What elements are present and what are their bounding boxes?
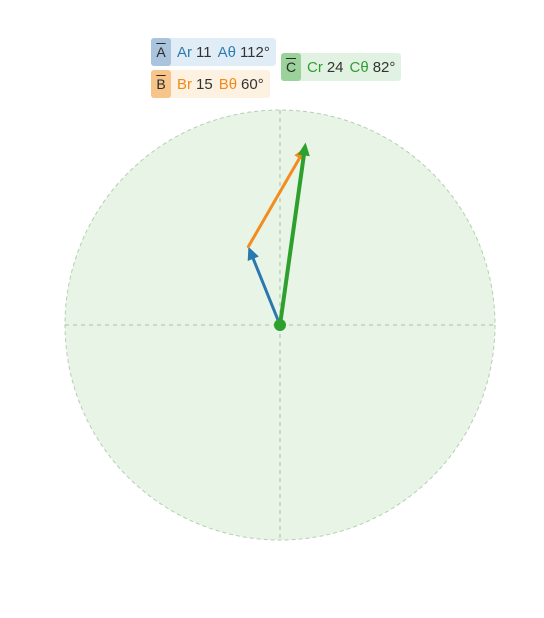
vector-c-theta-value: 82° bbox=[372, 58, 396, 76]
vector-b-r-symbol: Br bbox=[177, 75, 192, 93]
vector-b-theta-value: 60° bbox=[241, 75, 264, 93]
vector-b-r-value: 15 bbox=[196, 75, 213, 93]
vector-a-r-symbol: Ar bbox=[177, 43, 192, 61]
vector-a-badge: A bbox=[151, 38, 171, 66]
vector-a-r-value: 11 bbox=[196, 43, 212, 61]
vector-a-shaft bbox=[251, 257, 282, 327]
vector-c-r-symbol: Cr bbox=[307, 58, 323, 76]
vector-group bbox=[246, 142, 310, 327]
vector-c-r-value: 24 bbox=[326, 58, 344, 76]
origin-point bbox=[274, 319, 286, 331]
vector-a-theta-symbol: Aθ bbox=[217, 43, 236, 61]
vector-c-label: C Cr 24 Cθ 82° bbox=[281, 53, 402, 81]
vector-c-theta-symbol: Cθ bbox=[349, 58, 369, 76]
vector-b-shaft bbox=[246, 156, 301, 249]
vector-a-theta-value: 112° bbox=[239, 43, 270, 61]
vector-c-shaft bbox=[278, 153, 306, 327]
vector-b-theta-symbol: Bθ bbox=[218, 75, 238, 93]
vector-c-badge: C bbox=[281, 53, 301, 81]
vector-c-arrowhead bbox=[297, 142, 310, 157]
vector-a-label: A Ar 11 Aθ 112° bbox=[151, 38, 276, 66]
vector-a-arrowhead bbox=[247, 246, 259, 261]
vector-b-badge: B bbox=[151, 70, 171, 98]
vector-b-label: B Br 15 Bθ 60° bbox=[151, 70, 270, 98]
